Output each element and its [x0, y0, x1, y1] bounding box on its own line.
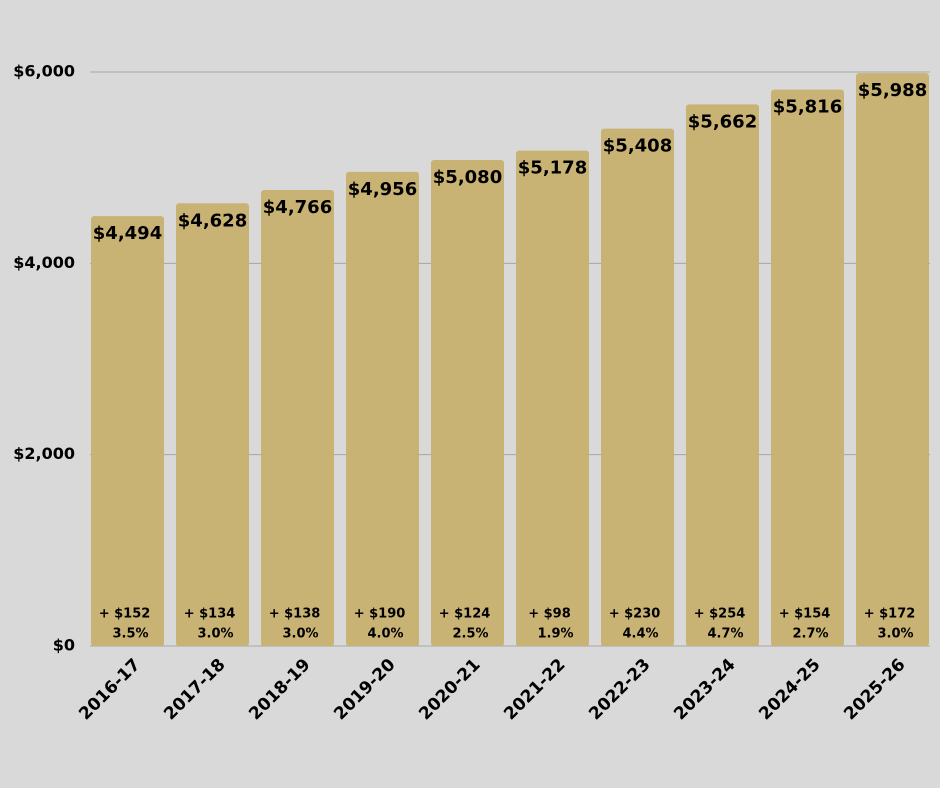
percent-label: 2.7% [792, 627, 828, 642]
percent-label: 4.0% [367, 627, 403, 642]
bar [686, 104, 759, 647]
bar [771, 89, 844, 647]
bar [601, 128, 674, 647]
change-label: + $98 [528, 607, 571, 622]
y-tick-label: $6,000 [13, 62, 75, 81]
x-tick-label: 2022-23 [585, 655, 654, 724]
bar [346, 171, 419, 646]
percent-label: 1.9% [537, 627, 573, 642]
x-tick-label: 2021-22 [500, 655, 569, 724]
x-tick-label: 2025-26 [840, 655, 909, 724]
value-label: $5,816 [773, 97, 842, 118]
change-label: + $124 [439, 607, 491, 622]
change-label: + $230 [609, 607, 661, 622]
y-tick-label: $2,000 [13, 444, 75, 463]
x-tick-label: 2017-18 [160, 655, 229, 724]
x-tick-label: 2020-21 [415, 655, 484, 724]
change-label: + $152 [99, 607, 151, 622]
value-label: $4,628 [178, 210, 247, 231]
value-label: $5,988 [858, 80, 927, 101]
bar [176, 203, 249, 646]
percent-label: 2.5% [452, 627, 488, 642]
change-label: + $254 [694, 607, 746, 622]
change-label: + $134 [184, 607, 236, 622]
value-label: $5,662 [688, 111, 757, 132]
percent-label: 3.0% [282, 627, 318, 642]
value-label: $5,080 [433, 167, 502, 188]
bar [856, 73, 929, 646]
change-label: + $172 [864, 607, 916, 622]
percent-label: 3.5% [112, 627, 148, 642]
percent-label: 3.0% [877, 627, 913, 642]
x-tick-label: 2019-20 [330, 655, 399, 724]
y-tick-label: $0 [53, 636, 75, 655]
change-label: + $138 [269, 607, 321, 622]
value-label: $4,766 [263, 197, 332, 218]
percent-label: 3.0% [197, 627, 233, 642]
percent-label: 4.7% [707, 627, 743, 642]
x-tick-label: 2016-17 [75, 655, 144, 724]
percent-label: 4.4% [622, 627, 658, 642]
bar [91, 216, 164, 646]
y-tick-label: $4,000 [13, 253, 75, 272]
value-label: $4,956 [348, 179, 417, 200]
x-tick-label: 2018-19 [245, 655, 314, 724]
value-label: $5,178 [518, 158, 587, 179]
bar [516, 150, 589, 646]
value-label: $5,408 [603, 136, 672, 157]
x-tick-label: 2023-24 [670, 655, 739, 724]
value-label: $4,494 [93, 223, 162, 244]
change-label: + $190 [354, 607, 406, 622]
change-label: + $154 [779, 607, 831, 622]
bar [431, 160, 504, 646]
x-tick-label: 2024-25 [755, 655, 824, 724]
bar [261, 190, 334, 646]
